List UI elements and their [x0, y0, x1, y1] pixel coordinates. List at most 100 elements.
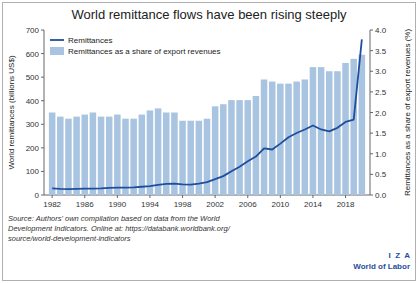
legend-swatch — [50, 47, 64, 55]
y2-tick — [370, 91, 373, 92]
bar — [49, 113, 56, 196]
bar — [147, 110, 154, 195]
x-tick — [280, 195, 281, 198]
y2-axis-label: Remittances as a share of export revenue… — [403, 29, 412, 197]
y-tick — [41, 124, 44, 125]
y-tick — [41, 77, 44, 78]
y2-tick-label: 3.0 — [375, 67, 387, 76]
y-tick — [41, 147, 44, 148]
source-note-line: Source: Authors' own compilation based o… — [8, 214, 221, 223]
bar — [228, 100, 235, 195]
x-tick — [117, 195, 118, 198]
legend-label: Remittances — [68, 36, 112, 45]
logo-text-line: World of Labor — [353, 262, 410, 271]
y-tick-label: 400 — [26, 97, 40, 106]
x-tick-label: 1982 — [43, 200, 61, 209]
y2-tick — [370, 174, 373, 175]
logo-text-line: I Z A — [389, 251, 411, 260]
axes: 1982198619901994199820022006201020142018… — [26, 26, 387, 209]
source-note: Source: Authors' own compilation based o… — [8, 214, 231, 243]
x-tick-label: 2018 — [337, 200, 355, 209]
bar — [244, 100, 251, 195]
y-tick-label: 600 — [26, 50, 40, 59]
bar — [310, 67, 317, 195]
bar — [114, 115, 121, 195]
bar — [302, 80, 309, 196]
y2-tick — [370, 195, 373, 196]
y2-tick — [370, 112, 373, 113]
y2-tick-label: 0.0 — [375, 191, 387, 200]
bar — [318, 67, 325, 195]
bar — [261, 80, 268, 196]
bar — [90, 113, 97, 196]
y-axis-line — [44, 30, 45, 195]
bar — [81, 115, 88, 195]
bar — [350, 59, 357, 195]
x-tick — [182, 195, 183, 198]
y-tick — [41, 195, 44, 196]
bar — [342, 63, 349, 195]
bar — [236, 100, 243, 195]
y-tick-label: 300 — [26, 120, 40, 129]
bar — [65, 119, 72, 195]
x-tick-label: 2006 — [239, 200, 257, 209]
y2-tick-label: 1.5 — [375, 129, 387, 138]
bar — [106, 117, 113, 195]
y-tick-label: 200 — [26, 144, 40, 153]
y-tick — [41, 171, 44, 172]
line — [52, 39, 362, 189]
plot-area — [49, 39, 365, 195]
bar — [269, 82, 276, 195]
source-note-line: Development Indicators. Online at: https… — [8, 224, 231, 233]
y2-tick-label: 4.0 — [375, 26, 387, 35]
bar-series — [49, 55, 365, 195]
bar — [122, 119, 129, 195]
background — [0, 0, 418, 283]
y2-tick — [370, 133, 373, 134]
bar — [277, 84, 284, 195]
x-tick-label: 2010 — [271, 200, 289, 209]
bar — [220, 104, 227, 195]
bar — [139, 115, 146, 195]
x-tick — [345, 195, 346, 198]
border — [3, 3, 416, 281]
bar — [334, 71, 341, 195]
legend-label: Remittances as a share of export revenue… — [68, 47, 221, 56]
chart: World remittance flows have been rising … — [0, 0, 418, 283]
y2-tick-label: 3.5 — [375, 47, 387, 56]
y-tick — [41, 100, 44, 101]
x-tick-label: 1998 — [174, 200, 192, 209]
y2-tick — [370, 71, 373, 72]
legend-swatch — [50, 39, 64, 41]
source-note-line: source/world-development-indicators — [8, 234, 131, 243]
y-tick — [41, 30, 44, 31]
x-tick — [149, 195, 150, 198]
y-tick-label: 500 — [26, 73, 40, 82]
y-tick — [41, 53, 44, 54]
y2-tick — [370, 50, 373, 51]
bar — [130, 119, 137, 195]
x-tick — [52, 195, 53, 198]
x-tick-label: 1994 — [141, 200, 159, 209]
y2-tick — [370, 30, 373, 31]
bar — [98, 117, 105, 195]
title: World remittance flows have been rising … — [71, 7, 347, 22]
y-axis-label: World remittances (billions US$) — [7, 55, 16, 169]
bar — [253, 96, 260, 195]
bar — [171, 113, 178, 196]
bar — [293, 82, 300, 195]
y2-tick-label: 0.5 — [375, 170, 387, 179]
logo-text: I Z A World of Labor — [353, 251, 410, 271]
y-tick-label: 0 — [35, 191, 40, 200]
x-tick-label: 1990 — [108, 200, 126, 209]
y-tick-label: 700 — [26, 26, 40, 35]
y2-tick-label: 2.5 — [375, 88, 387, 97]
y2-tick-label: 1.0 — [375, 150, 387, 159]
bar — [163, 113, 170, 196]
x-tick — [84, 195, 85, 198]
y2-tick — [370, 153, 373, 154]
legend: Remittances Remittances as a share of exp… — [50, 36, 221, 56]
x-tick — [215, 195, 216, 198]
bar — [155, 108, 162, 195]
bar — [326, 71, 333, 195]
